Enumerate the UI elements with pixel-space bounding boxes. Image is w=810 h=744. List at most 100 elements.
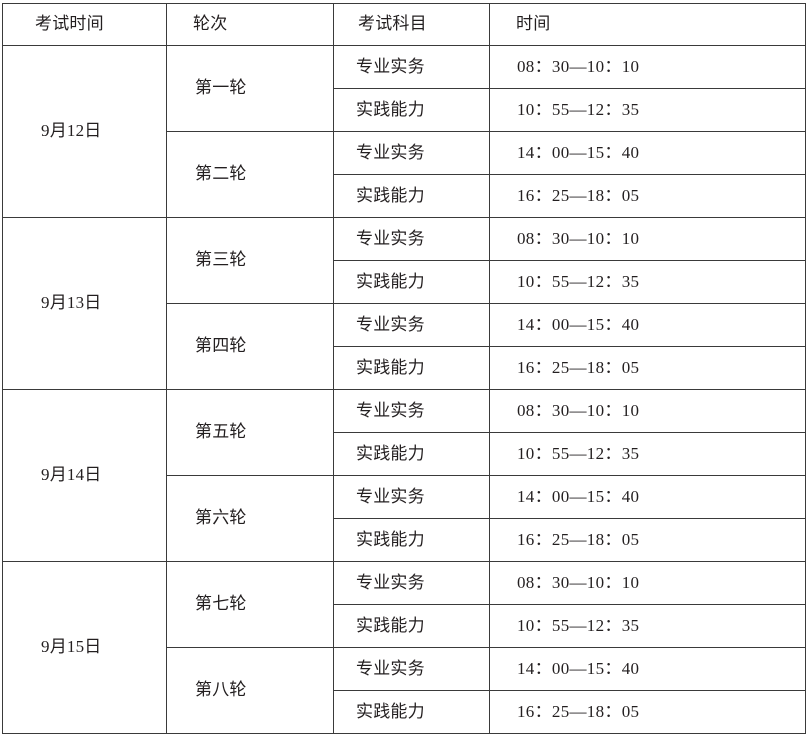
time-value: 16：25—18：05: [517, 529, 640, 549]
document-page: 考试时间 轮次 考试科目 时间 9月12日 第一轮 专业实务 08：30—10：10 实…: [0, 3, 810, 744]
cell-subject: 实践能力: [333, 260, 490, 304]
table-row: 实践能力 16：25—18：05: [3, 690, 806, 734]
cell-subject: 实践能力: [333, 346, 490, 390]
table-row: 实践能力 16：25—18：05: [3, 174, 806, 218]
cell-subject: 专业实务: [333, 303, 490, 347]
subject-value: 实践能力: [356, 99, 425, 119]
cell-time: 08：30—10：10: [489, 389, 806, 433]
table-row: 第四轮 专业实务 14：00—15：40: [3, 303, 806, 390]
cell-round: 第五轮: [166, 389, 334, 476]
cell-subject: 专业实务: [333, 389, 490, 433]
cell-time: 14：00—15：40: [489, 647, 806, 691]
cell-subject: 实践能力: [333, 690, 490, 734]
time-value: 08：30—10：10: [517, 228, 640, 248]
table-row: 实践能力 10：55—12：35: [3, 604, 806, 648]
time-value: 08：30—10：10: [517, 572, 640, 592]
subject-value: 实践能力: [356, 185, 425, 205]
time-value: 16：25—18：05: [517, 185, 640, 205]
table-row: 实践能力 10：55—12：35: [3, 88, 806, 132]
round-value: 第四轮: [195, 336, 247, 356]
cell-time: 10：55—12：35: [489, 604, 806, 648]
time-value: 14：00—15：40: [517, 142, 640, 162]
cell-round: 第六轮: [166, 475, 334, 562]
cell-subject: 实践能力: [333, 432, 490, 476]
cell-time: 10：55—12：35: [489, 260, 806, 304]
table-row: 9月13日 第三轮 专业实务 08：30—10：10: [2, 217, 806, 390]
cell-subject: 专业实务: [333, 475, 490, 519]
subject-value: 专业实务: [356, 314, 425, 334]
table-row: 9月12日 第一轮 专业实务 08：30—10：10: [2, 45, 806, 218]
cell-round: 第四轮: [166, 303, 334, 390]
exam-date-value: 9月14日: [41, 465, 102, 485]
table-header: 考试时间 轮次 考试科目 时间: [2, 3, 806, 46]
table-row: 第二轮 专业实务 14：00—15：40: [3, 131, 806, 218]
cell-time: 08：30—10：10: [489, 561, 806, 605]
subject-value: 实践能力: [356, 529, 425, 549]
time-value: 16：25—18：05: [517, 701, 640, 721]
time-value: 14：00—15：40: [517, 314, 640, 334]
subject-value: 专业实务: [356, 572, 425, 592]
cell-time: 16：25—18：05: [489, 346, 806, 390]
round-value: 第五轮: [195, 422, 247, 442]
cell-time: 10：55—12：35: [489, 432, 806, 476]
time-value: 16：25—18：05: [517, 357, 640, 377]
cell-subject: 实践能力: [333, 174, 490, 218]
subject-value: 专业实务: [356, 658, 425, 678]
round-value: 第六轮: [195, 508, 247, 528]
exam-date-value: 9月15日: [41, 637, 102, 657]
round-value: 第二轮: [195, 164, 247, 184]
cell-subject: 实践能力: [333, 88, 490, 132]
time-value: 14：00—15：40: [517, 658, 640, 678]
cell-subject: 专业实务: [333, 131, 490, 175]
subject-value: 专业实务: [356, 486, 425, 506]
header-cell-round: 轮次: [166, 3, 334, 46]
time-value: 10：55—12：35: [517, 615, 640, 635]
cell-time: 08：30—10：10: [489, 45, 806, 89]
cell-time: 14：00—15：40: [489, 475, 806, 519]
round-value: 第一轮: [195, 78, 247, 98]
cell-time: 14：00—15：40: [489, 131, 806, 175]
cell-round: 第八轮: [166, 647, 334, 734]
time-value: 10：55—12：35: [517, 443, 640, 463]
table-row: 第八轮 专业实务 14：00—15：40: [3, 647, 806, 734]
cell-time: 16：25—18：05: [489, 690, 806, 734]
cell-time: 16：25—18：05: [489, 174, 806, 218]
cell-exam-date: 9月14日: [2, 389, 167, 562]
time-value: 10：55—12：35: [517, 271, 640, 291]
subject-value: 专业实务: [356, 228, 425, 248]
cell-round: 第一轮: [166, 45, 334, 132]
table-row: 实践能力 10：55—12：35: [3, 432, 806, 476]
header-label-subject: 考试科目: [358, 14, 427, 34]
exam-date-value: 9月13日: [41, 293, 102, 313]
cell-exam-date: 9月15日: [2, 561, 167, 734]
time-value: 14：00—15：40: [517, 486, 640, 506]
cell-time: 16：25—18：05: [489, 518, 806, 562]
cell-subject: 专业实务: [333, 647, 490, 691]
table-row: 实践能力 10：55—12：35: [3, 260, 806, 304]
table-body: 9月12日 第一轮 专业实务 08：30—10：10 实践能力 10：55—12：35 第二…: [2, 45, 806, 734]
header-cell-subject: 考试科目: [333, 3, 490, 46]
exam-date-value: 9月12日: [41, 121, 102, 141]
header-label-round: 轮次: [193, 14, 228, 34]
cell-round: 第二轮: [166, 131, 334, 218]
cell-round: 第三轮: [166, 217, 334, 304]
round-value: 第七轮: [195, 594, 247, 614]
table-row: 第六轮 专业实务 14：00—15：40: [3, 475, 806, 562]
subject-value: 专业实务: [356, 142, 425, 162]
subject-value: 实践能力: [356, 615, 425, 635]
time-value: 08：30—10：10: [517, 400, 640, 420]
time-value: 10：55—12：35: [517, 99, 640, 119]
exam-schedule-table: 考试时间 轮次 考试科目 时间 9月12日 第一轮 专业实务 08：30—10：10 实…: [2, 3, 806, 734]
cell-time: 10：55—12：35: [489, 88, 806, 132]
subject-value: 实践能力: [356, 701, 425, 721]
cell-time: 14：00—15：40: [489, 303, 806, 347]
header-label-exam-date: 考试时间: [35, 14, 104, 34]
subject-value: 专业实务: [356, 56, 425, 76]
table-row: 实践能力 16：25—18：05: [3, 346, 806, 390]
header-label-time: 时间: [516, 14, 551, 34]
header-cell-time: 时间: [489, 3, 806, 46]
subject-value: 实践能力: [356, 443, 425, 463]
cell-round: 第七轮: [166, 561, 334, 648]
cell-subject: 专业实务: [333, 561, 490, 605]
table-row: 9月15日 第七轮 专业实务 08：30—10：10: [2, 561, 806, 734]
